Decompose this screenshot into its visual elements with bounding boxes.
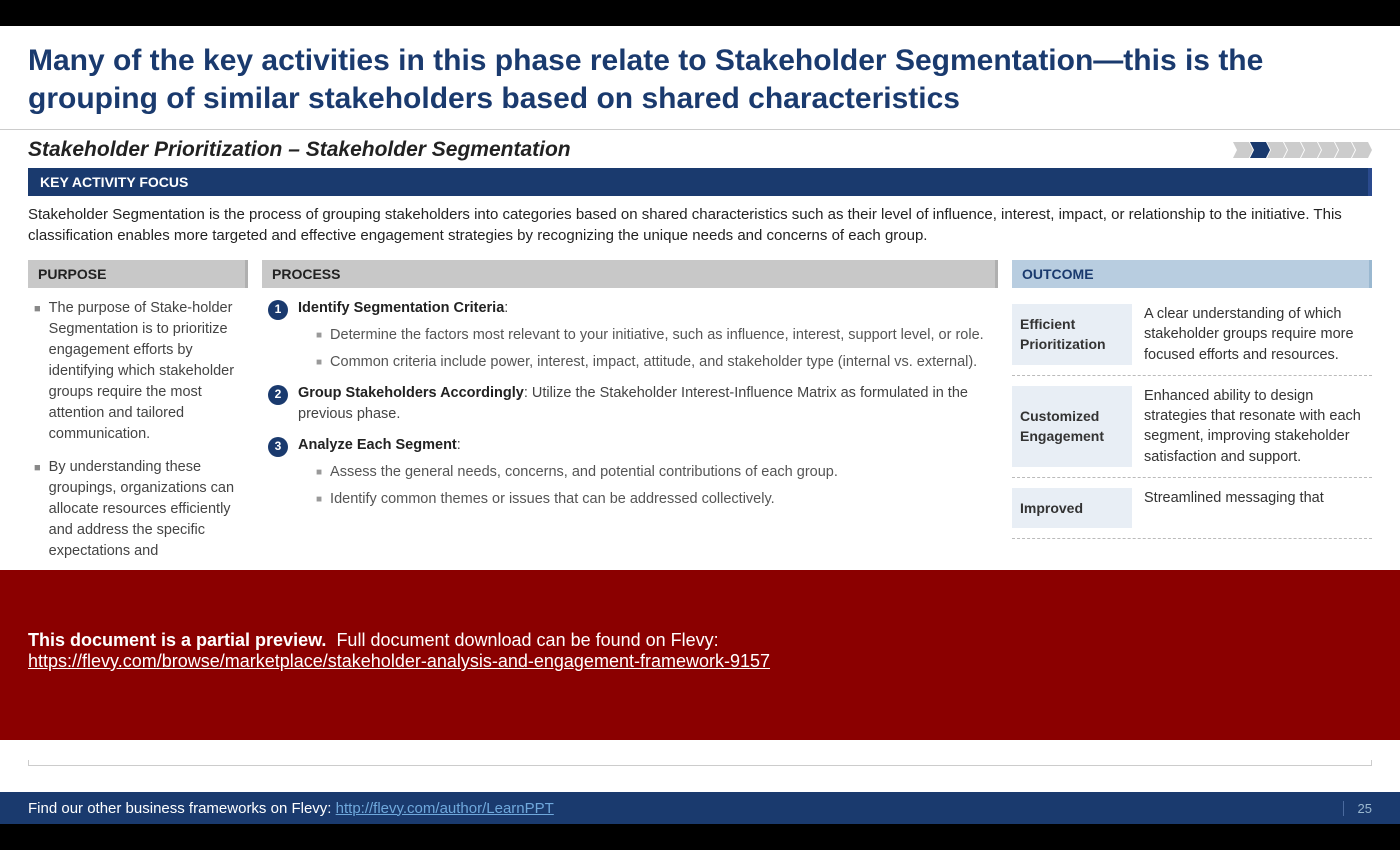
progress-chevrons: [1236, 142, 1372, 158]
content-border: [28, 760, 1372, 766]
outcome-text: A clear understanding of which stakehold…: [1144, 304, 1372, 365]
step-number: 2: [268, 385, 288, 405]
outcome-row: Customized EngagementEnhanced ability to…: [1012, 376, 1372, 478]
process-sub-bullet: ■Assess the general needs, concerns, and…: [316, 462, 992, 483]
purpose-column: PURPOSE ■The purpose of Stake-holder Seg…: [28, 260, 248, 584]
preview-overlay: This document is a partial preview. Full…: [0, 570, 1400, 740]
outcome-header: OUTCOME: [1012, 260, 1372, 288]
top-black-bar: [0, 0, 1400, 26]
process-sub-bullet: ■Determine the factors most relevant to …: [316, 325, 992, 346]
outcome-label: Improved: [1012, 488, 1132, 528]
process-step: 1Identify Segmentation Criteria:■Determi…: [268, 298, 992, 373]
chevron-step: [1318, 142, 1338, 158]
slide: Many of the key activities in this phase…: [0, 0, 1400, 850]
outcome-text: Enhanced ability to design strategies th…: [1144, 386, 1372, 467]
process-body: 1Identify Segmentation Criteria:■Determi…: [262, 288, 998, 530]
key-activity-bar: KEY ACTIVITY FOCUS: [28, 168, 1372, 196]
chevron-step: [1250, 142, 1270, 158]
slide-title: Many of the key activities in this phase…: [0, 26, 1400, 129]
chevron-step: [1233, 142, 1253, 158]
purpose-header: PURPOSE: [28, 260, 248, 288]
chevron-step: [1284, 142, 1304, 158]
preview-rest: Full document download can be found on F…: [336, 630, 718, 650]
outcome-row: Improved Streamlined messaging that: [1012, 478, 1372, 539]
chevron-step: [1267, 142, 1287, 158]
page-number: 25: [1343, 801, 1372, 816]
key-activity-text: Stakeholder Segmentation is the process …: [0, 196, 1400, 260]
process-sub-bullet: ■Identify common themes or issues that c…: [316, 489, 992, 510]
chevron-step: [1352, 142, 1372, 158]
outcome-body: Efficient PrioritizationA clear understa…: [1012, 288, 1372, 539]
process-step: 3Analyze Each Segment:■Assess the genera…: [268, 435, 992, 510]
footer-bar: Find our other business frameworks on Fl…: [0, 792, 1400, 824]
process-sub-bullet: ■Common criteria include power, interest…: [316, 352, 992, 373]
process-step: 2Group Stakeholders Accordingly: Utilize…: [268, 383, 992, 425]
outcome-label: Efficient Prioritization: [1012, 304, 1132, 365]
preview-link[interactable]: https://flevy.com/browse/marketplace/sta…: [28, 651, 770, 671]
purpose-bullet: ■The purpose of Stake-holder Segmentatio…: [34, 298, 242, 445]
process-column: PROCESS 1Identify Segmentation Criteria:…: [262, 260, 998, 584]
divider: [0, 129, 1400, 130]
purpose-body: ■The purpose of Stake-holder Segmentatio…: [28, 288, 248, 584]
chevron-step: [1301, 142, 1321, 158]
chevron-step: [1335, 142, 1355, 158]
step-number: 3: [268, 437, 288, 457]
outcome-label: Customized Engagement: [1012, 386, 1132, 467]
outcome-row: Efficient PrioritizationA clear understa…: [1012, 294, 1372, 376]
step-number: 1: [268, 300, 288, 320]
process-header: PROCESS: [262, 260, 998, 288]
footer-link[interactable]: http://flevy.com/author/LearnPPT: [336, 800, 554, 817]
subtitle: Stakeholder Prioritization – Stakeholder…: [28, 138, 571, 162]
columns: PURPOSE ■The purpose of Stake-holder Seg…: [0, 260, 1400, 584]
subtitle-row: Stakeholder Prioritization – Stakeholder…: [0, 138, 1400, 168]
footer-text: Find our other business frameworks on Fl…: [28, 800, 331, 817]
outcome-text: Streamlined messaging that: [1144, 488, 1372, 528]
bottom-black-bar: [0, 824, 1400, 850]
purpose-bullet: ■By understanding these groupings, organ…: [34, 457, 242, 562]
outcome-column: OUTCOME Efficient PrioritizationA clear …: [1012, 260, 1372, 584]
preview-bold: This document is a partial preview.: [28, 630, 326, 650]
